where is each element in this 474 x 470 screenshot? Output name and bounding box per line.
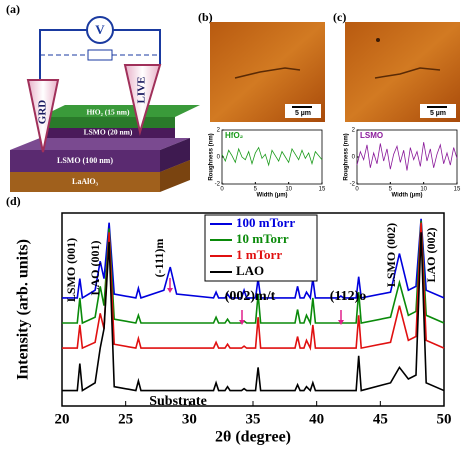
- layer-label: LSMO (100 nm): [57, 156, 113, 165]
- y-tick-label: 2: [352, 128, 356, 134]
- panel-label: (a): [6, 2, 20, 16]
- x-tick-label: 40: [309, 411, 324, 427]
- x-tick-label: 0: [355, 187, 359, 193]
- panel-label: (c): [333, 10, 346, 24]
- annotation: Substrate: [149, 394, 207, 409]
- data-line: [62, 218, 445, 301]
- arrow-head: [167, 288, 173, 293]
- x-tick-label: 10: [285, 187, 292, 193]
- data-line: [62, 220, 445, 326]
- data-line: [356, 142, 458, 171]
- legend-label: 10 mTorr: [236, 231, 289, 246]
- afm-image-b: (b) 5 µm: [198, 10, 325, 122]
- layer-label: HfO₂ (15 nm): [86, 108, 130, 117]
- layer-label: LaAlO₃: [72, 177, 99, 186]
- scale-bar-label: 5 µm: [430, 110, 446, 117]
- probe-label: GRD: [37, 100, 49, 125]
- annotation: LAO (001): [88, 241, 102, 296]
- data-line: [62, 232, 445, 393]
- x-tick-label: 10: [420, 187, 427, 193]
- x-tick-label: 50: [437, 411, 452, 427]
- legend-label: 1 mTorr: [236, 247, 282, 262]
- afm-feature: [374, 67, 441, 79]
- hfo2: [40, 117, 175, 128]
- annotation: (-111)m: [152, 239, 166, 278]
- afm-feature: [234, 67, 301, 79]
- x-tick-label: 15: [319, 187, 326, 193]
- afm-image-c: (c) 5 µm: [333, 10, 460, 122]
- resistor: [87, 49, 113, 61]
- probe-grd: [26, 79, 60, 153]
- scale-bar-label: 5 µm: [295, 110, 311, 117]
- data-line: [221, 146, 323, 167]
- annotation: LSMO (002): [384, 223, 398, 287]
- x-tick-label: 0: [220, 187, 224, 193]
- legend-label: 100 mTorr: [236, 215, 295, 230]
- x-axis-label: 2θ (degree): [215, 429, 291, 446]
- x-axis-label: Width (µm): [391, 193, 422, 199]
- legend-box: [204, 214, 318, 282]
- probe-label: LIVE: [136, 77, 148, 104]
- x-tick-label: 5: [254, 187, 258, 193]
- afm-feature: [376, 38, 380, 42]
- y-axis-label: Intensity (arb. units): [15, 239, 32, 380]
- data-line: [62, 222, 445, 351]
- y-axis-label: Roughness (nm): [209, 133, 215, 180]
- substrate-side: [160, 160, 190, 192]
- y-axis-label: Roughness (nm): [344, 133, 350, 180]
- x-tick-label: 15: [454, 187, 461, 193]
- hfo2-top: [40, 105, 200, 117]
- y-tick-label: 0: [352, 155, 356, 161]
- lsmo-thick: [10, 150, 160, 172]
- legend-label: HfO₂: [225, 131, 244, 140]
- voltmeter: [86, 16, 114, 44]
- substrate: [10, 172, 160, 192]
- lsmo-side: [160, 138, 190, 172]
- lsmo-top: [10, 138, 190, 150]
- annotation: LSMO (001): [64, 238, 78, 302]
- arrow-head: [239, 320, 245, 325]
- x-tick-label: 25: [118, 411, 133, 427]
- x-tick-label: 30: [182, 411, 197, 427]
- layer-label: LSMO (20 nm): [84, 128, 133, 137]
- annotation: LAO (002): [424, 228, 438, 283]
- y-tick-label: 2: [217, 128, 221, 134]
- y-tick-label: -2: [215, 182, 221, 188]
- x-tick-label: 20: [55, 411, 70, 427]
- annotation: (112)o: [330, 289, 367, 304]
- y-tick-label: -2: [350, 182, 356, 188]
- x-tick-label: 35: [246, 411, 261, 427]
- x-axis-label: Width (µm): [256, 193, 287, 199]
- panel-label: (b): [198, 10, 213, 24]
- x-tick-label: 5: [389, 187, 393, 193]
- panel-label: (d): [6, 194, 21, 208]
- legend-label: LSMO: [360, 131, 383, 140]
- x-tick-label: 45: [373, 411, 388, 427]
- annotation: (002)m/t: [225, 289, 276, 304]
- legend-label: LAO: [236, 263, 264, 278]
- voltmeter-label: V: [95, 22, 105, 37]
- arrow-head: [338, 320, 344, 325]
- probe-live: [123, 64, 162, 136]
- schematic: (a) V GRD LIVE HfO₂ (15 nm) LSMO (20 nm)…: [6, 2, 200, 192]
- y-tick-label: 0: [217, 155, 221, 161]
